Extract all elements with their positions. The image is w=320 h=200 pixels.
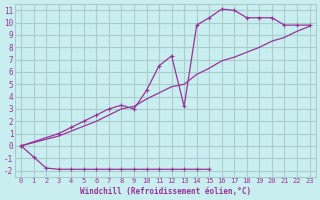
- X-axis label: Windchill (Refroidissement éolien,°C): Windchill (Refroidissement éolien,°C): [80, 187, 251, 196]
